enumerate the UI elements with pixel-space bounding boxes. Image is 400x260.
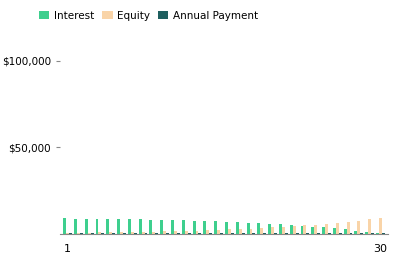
- Bar: [382, 233, 385, 234]
- Bar: [354, 231, 358, 234]
- Bar: [171, 220, 174, 234]
- Bar: [88, 233, 90, 234]
- Bar: [344, 230, 347, 234]
- Bar: [311, 226, 314, 234]
- Bar: [152, 232, 155, 234]
- Bar: [328, 233, 331, 234]
- Bar: [225, 222, 228, 234]
- Bar: [182, 220, 185, 234]
- Bar: [228, 230, 231, 234]
- Legend: Interest, Equity, Annual Payment: Interest, Equity, Annual Payment: [39, 11, 258, 21]
- Bar: [142, 232, 144, 234]
- Bar: [371, 233, 374, 234]
- Bar: [304, 225, 306, 234]
- Bar: [204, 221, 206, 234]
- Bar: [296, 233, 298, 234]
- Bar: [325, 224, 328, 234]
- Bar: [112, 233, 115, 234]
- Bar: [177, 233, 180, 234]
- Bar: [314, 225, 317, 234]
- Bar: [98, 232, 101, 234]
- Bar: [360, 233, 363, 234]
- Bar: [279, 224, 282, 234]
- Bar: [257, 223, 260, 234]
- Bar: [271, 228, 274, 234]
- Bar: [198, 233, 201, 234]
- Bar: [96, 219, 98, 234]
- Bar: [290, 225, 293, 234]
- Bar: [106, 219, 109, 234]
- Bar: [193, 221, 196, 234]
- Bar: [250, 229, 252, 234]
- Bar: [117, 219, 120, 234]
- Bar: [214, 222, 217, 234]
- Bar: [350, 233, 352, 234]
- Bar: [339, 233, 342, 234]
- Bar: [69, 233, 72, 234]
- Bar: [63, 218, 66, 234]
- Bar: [263, 233, 266, 234]
- Bar: [368, 219, 371, 234]
- Bar: [260, 228, 263, 234]
- Bar: [109, 232, 112, 234]
- Bar: [209, 233, 212, 234]
- Bar: [317, 233, 320, 234]
- Bar: [74, 219, 77, 234]
- Bar: [293, 226, 296, 234]
- Bar: [77, 233, 80, 234]
- Bar: [252, 233, 255, 234]
- Bar: [163, 231, 166, 234]
- Bar: [247, 223, 250, 234]
- Bar: [139, 219, 142, 234]
- Bar: [333, 228, 336, 234]
- Bar: [376, 233, 379, 234]
- Bar: [101, 233, 104, 234]
- Bar: [123, 233, 126, 234]
- Bar: [300, 226, 304, 234]
- Bar: [239, 229, 242, 234]
- Bar: [282, 227, 285, 234]
- Bar: [347, 222, 350, 234]
- Bar: [306, 233, 309, 234]
- Bar: [174, 231, 177, 234]
- Bar: [322, 228, 325, 234]
- Bar: [217, 230, 220, 234]
- Bar: [365, 232, 368, 234]
- Bar: [144, 233, 148, 234]
- Bar: [220, 233, 223, 234]
- Bar: [358, 221, 360, 234]
- Bar: [131, 232, 134, 234]
- Bar: [185, 231, 188, 234]
- Bar: [166, 233, 169, 234]
- Bar: [120, 232, 123, 234]
- Bar: [188, 233, 191, 234]
- Bar: [236, 222, 239, 234]
- Bar: [274, 233, 277, 234]
- Bar: [196, 231, 198, 234]
- Bar: [155, 233, 158, 234]
- Bar: [242, 233, 244, 234]
- Bar: [231, 233, 234, 234]
- Bar: [128, 219, 131, 234]
- Bar: [206, 230, 209, 234]
- Bar: [150, 220, 152, 234]
- Bar: [285, 233, 288, 234]
- Bar: [160, 220, 163, 234]
- Bar: [379, 218, 382, 234]
- Bar: [134, 233, 137, 234]
- Bar: [90, 233, 94, 234]
- Bar: [336, 223, 339, 234]
- Bar: [85, 219, 88, 234]
- Bar: [80, 233, 83, 234]
- Bar: [268, 224, 271, 234]
- Bar: [66, 233, 69, 234]
